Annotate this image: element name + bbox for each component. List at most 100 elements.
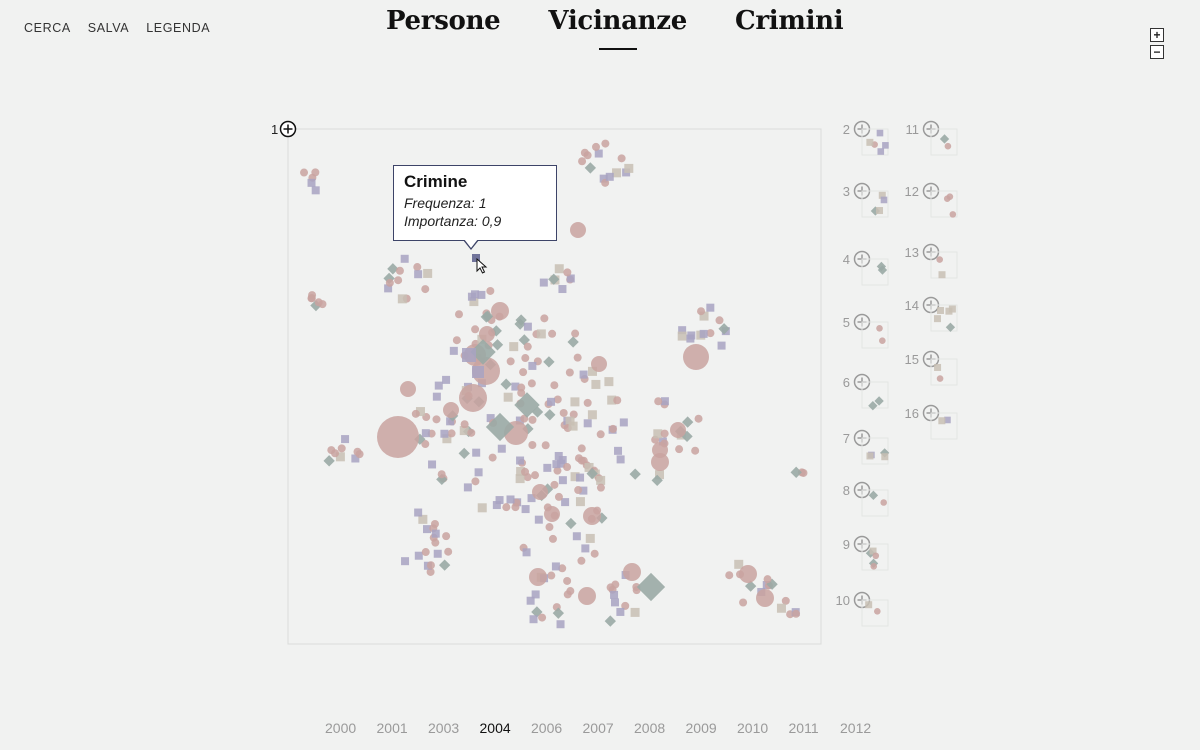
place-node[interactable]: [718, 323, 730, 335]
crime-node[interactable]: [575, 497, 585, 507]
crime-node[interactable]: [515, 474, 525, 484]
thumbnail-panel[interactable]: 7: [843, 429, 890, 465]
person-node[interactable]: [426, 567, 435, 576]
crime-node[interactable]: [526, 596, 535, 605]
crime-node[interactable]: [335, 452, 345, 462]
person-node[interactable]: [421, 440, 430, 449]
crime-node[interactable]: [459, 426, 469, 436]
crime-node[interactable]: [341, 435, 350, 444]
person-node[interactable]: [601, 139, 610, 148]
person-node[interactable]: [531, 471, 540, 480]
crime-node[interactable]: [607, 395, 617, 405]
crime-node[interactable]: [616, 455, 625, 464]
person-node[interactable]: [739, 565, 757, 583]
person-node[interactable]: [872, 552, 880, 560]
crime-node[interactable]: [400, 254, 409, 263]
person-node[interactable]: [541, 441, 550, 450]
person-node[interactable]: [452, 336, 461, 345]
person-node[interactable]: [431, 538, 440, 547]
person-node[interactable]: [874, 608, 881, 615]
crime-node[interactable]: [506, 495, 515, 504]
person-node[interactable]: [353, 447, 362, 456]
person-node[interactable]: [559, 408, 568, 417]
crime-node[interactable]: [433, 549, 442, 558]
crime-node[interactable]: [596, 475, 606, 485]
place-node[interactable]: [485, 412, 515, 442]
place-node[interactable]: [876, 261, 887, 272]
person-node[interactable]: [532, 484, 548, 500]
place-node[interactable]: [552, 607, 565, 619]
crime-node[interactable]: [528, 361, 537, 370]
place-node[interactable]: [500, 378, 512, 390]
person-node[interactable]: [459, 384, 487, 412]
crime-node[interactable]: [446, 417, 455, 426]
crime-node[interactable]: [581, 544, 590, 553]
person-node[interactable]: [613, 396, 622, 405]
person-node[interactable]: [385, 278, 394, 287]
person-node[interactable]: [540, 314, 549, 323]
place-node[interactable]: [514, 392, 540, 418]
crime-node[interactable]: [467, 292, 476, 301]
crime-node[interactable]: [570, 397, 580, 407]
person-node[interactable]: [563, 590, 572, 599]
crime-node[interactable]: [527, 494, 536, 503]
crime-node[interactable]: [415, 407, 425, 417]
person-node[interactable]: [611, 580, 620, 589]
crime-node[interactable]: [734, 559, 744, 569]
crime-node[interactable]: [579, 370, 588, 379]
crime-node[interactable]: [561, 498, 570, 507]
tab-crimini[interactable]: Crimini: [734, 6, 844, 36]
crime-node[interactable]: [677, 331, 687, 341]
crime-node[interactable]: [515, 416, 524, 425]
person-node[interactable]: [479, 326, 495, 342]
person-node[interactable]: [870, 563, 878, 570]
person-node[interactable]: [706, 329, 715, 338]
person-node[interactable]: [574, 486, 583, 495]
person-node[interactable]: [527, 379, 536, 388]
year-2010[interactable]: 2010: [737, 720, 769, 736]
crime-node[interactable]: [558, 456, 567, 465]
crime-node[interactable]: [539, 278, 548, 287]
person-node[interactable]: [590, 549, 599, 558]
person-node[interactable]: [432, 415, 441, 424]
person-node[interactable]: [437, 470, 446, 479]
crime-node[interactable]: [551, 562, 560, 571]
crime-node[interactable]: [509, 342, 519, 352]
person-node[interactable]: [596, 430, 605, 439]
crime-node[interactable]: [351, 454, 360, 463]
crime-node[interactable]: [616, 607, 625, 616]
person-node[interactable]: [563, 576, 572, 585]
person-node[interactable]: [300, 168, 309, 177]
person-node[interactable]: [529, 568, 547, 586]
person-node[interactable]: [311, 168, 320, 177]
crime-node[interactable]: [882, 142, 889, 149]
place-node[interactable]: [744, 580, 757, 592]
person-node[interactable]: [517, 383, 526, 392]
crime-node[interactable]: [655, 470, 665, 480]
place-node[interactable]: [790, 466, 802, 478]
person-node[interactable]: [577, 444, 586, 453]
crime-node[interactable]: [414, 270, 423, 279]
person-node[interactable]: [308, 291, 317, 300]
crime-node[interactable]: [477, 290, 486, 299]
person-node[interactable]: [394, 276, 403, 285]
zoom-out-icon[interactable]: −: [1150, 45, 1164, 59]
person-node[interactable]: [558, 564, 567, 573]
person-node[interactable]: [521, 467, 530, 476]
person-node[interactable]: [521, 354, 530, 363]
place-node[interactable]: [682, 416, 694, 428]
thumbnail-panel[interactable]: 9: [843, 535, 889, 571]
crime-node[interactable]: [474, 468, 483, 477]
person-node[interactable]: [675, 445, 684, 454]
person-node[interactable]: [553, 395, 562, 404]
crime-node[interactable]: [938, 417, 946, 425]
year-2007[interactable]: 2007: [582, 720, 614, 736]
crime-node[interactable]: [522, 548, 531, 557]
thumbnail-panel[interactable]: 14: [905, 296, 958, 332]
crime-node[interactable]: [587, 366, 597, 376]
person-node[interactable]: [511, 503, 520, 512]
person-node[interactable]: [444, 547, 453, 556]
place-node[interactable]: [584, 162, 597, 174]
crime-node[interactable]: [880, 196, 888, 204]
person-node[interactable]: [447, 429, 456, 438]
